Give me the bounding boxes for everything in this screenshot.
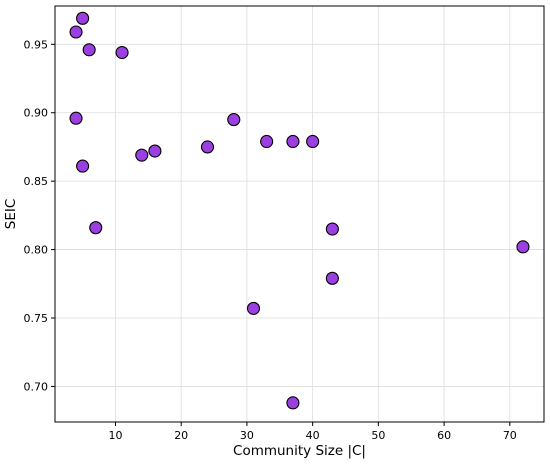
data-point [135, 148, 149, 162]
y-tick-label: 0.85 [24, 175, 49, 188]
data-point [76, 159, 90, 173]
data-point [148, 144, 162, 158]
plot-frame [54, 5, 545, 423]
data-point [516, 240, 530, 254]
y-tick-label: 0.90 [24, 107, 49, 120]
data-point [115, 45, 129, 60]
grid [55, 6, 544, 422]
data-point [325, 271, 339, 285]
data-point [325, 222, 339, 236]
y-tick-label: 0.70 [24, 380, 49, 393]
data-point [246, 301, 261, 315]
data-point [286, 396, 300, 410]
data-point [69, 25, 83, 39]
y-tick-label: 0.80 [24, 244, 49, 257]
x-tick-label: 40 [306, 429, 320, 442]
x-tick-label: 30 [240, 429, 254, 442]
data-point [69, 111, 83, 125]
data-point [306, 134, 320, 149]
y-tick-label: 0.75 [24, 312, 49, 325]
data-point [200, 140, 215, 154]
data-points [69, 11, 530, 410]
x-tick-label: 60 [437, 429, 451, 442]
x-axis-ticks: 10 20 30 40 50 60 70 [108, 422, 517, 442]
x-tick-label: 50 [371, 429, 385, 442]
data-point [260, 134, 274, 149]
x-tick-label: 20 [174, 429, 188, 442]
x-tick-label: 10 [108, 429, 122, 442]
data-point [82, 43, 96, 57]
x-tick-label: 70 [503, 429, 517, 442]
data-point [76, 11, 90, 25]
x-axis-label: Community Size |C| [233, 443, 366, 459]
data-point [286, 134, 300, 149]
data-point [89, 221, 103, 235]
y-axis-label: SEIC [3, 199, 19, 230]
y-tick-label: 0.95 [24, 38, 49, 51]
data-point [227, 113, 241, 127]
y-axis-ticks: 0.70 0.75 0.80 0.85 0.90 0.95 [24, 38, 55, 393]
